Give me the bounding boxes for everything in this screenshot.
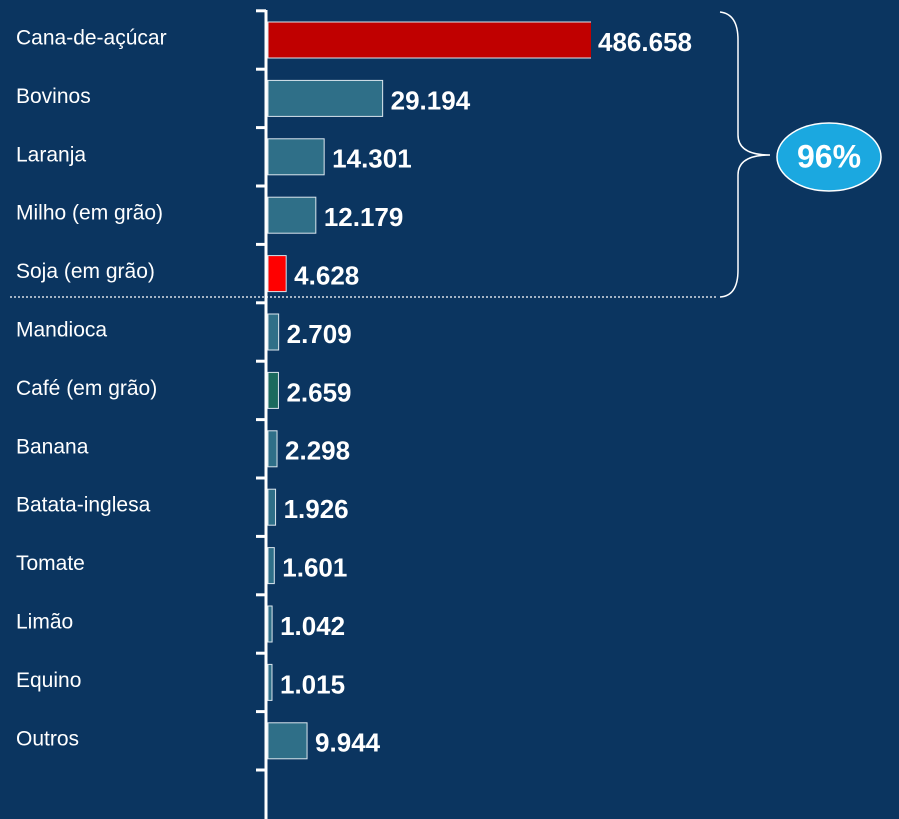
value-label: 29.194 bbox=[391, 85, 471, 115]
bar bbox=[267, 663, 273, 701]
bar bbox=[267, 488, 277, 526]
category-label: Limão bbox=[16, 611, 73, 634]
value-label: 1.042 bbox=[280, 611, 345, 641]
bar bbox=[267, 138, 325, 176]
bar bbox=[267, 371, 279, 409]
bar bbox=[267, 79, 384, 117]
value-label: 1.015 bbox=[280, 669, 345, 699]
bar bbox=[267, 255, 287, 293]
value-label: 2.298 bbox=[285, 436, 350, 466]
bar bbox=[267, 605, 273, 643]
brace bbox=[719, 11, 771, 298]
value-label: 486.658 bbox=[598, 27, 692, 57]
value-label: 1.601 bbox=[282, 552, 347, 582]
bar bbox=[267, 547, 275, 585]
annotation-bubble bbox=[776, 122, 882, 192]
bar bbox=[267, 430, 278, 468]
category-label: Mandioca bbox=[16, 319, 107, 342]
category-label: Tomate bbox=[16, 552, 85, 575]
value-label: 14.301 bbox=[332, 144, 412, 174]
category-label: Batata-inglesa bbox=[16, 494, 151, 517]
value-label: 2.709 bbox=[287, 319, 352, 349]
bar bbox=[267, 196, 317, 234]
value-label: 4.628 bbox=[294, 260, 359, 290]
value-label: 1.926 bbox=[284, 494, 349, 524]
category-label: Milho (em grão) bbox=[16, 202, 163, 225]
category-label: Bovinos bbox=[16, 85, 91, 108]
value-label: 12.179 bbox=[324, 202, 404, 232]
category-label: Banana bbox=[16, 435, 89, 458]
value-label: 9.944 bbox=[315, 728, 381, 758]
value-label: 2.659 bbox=[286, 377, 351, 407]
bars bbox=[267, 21, 591, 760]
bar bbox=[267, 313, 280, 351]
category-label: Equino bbox=[16, 669, 81, 692]
category-label: Outros bbox=[16, 727, 79, 750]
category-label: Laranja bbox=[16, 143, 86, 166]
category-label: Soja (em grão) bbox=[16, 260, 155, 283]
bar bbox=[267, 21, 591, 59]
annotation: 96% bbox=[797, 138, 861, 174]
category-label: Café (em grão) bbox=[16, 377, 157, 400]
category-label: Cana-de-açúcar bbox=[16, 27, 167, 50]
bar bbox=[267, 722, 308, 760]
